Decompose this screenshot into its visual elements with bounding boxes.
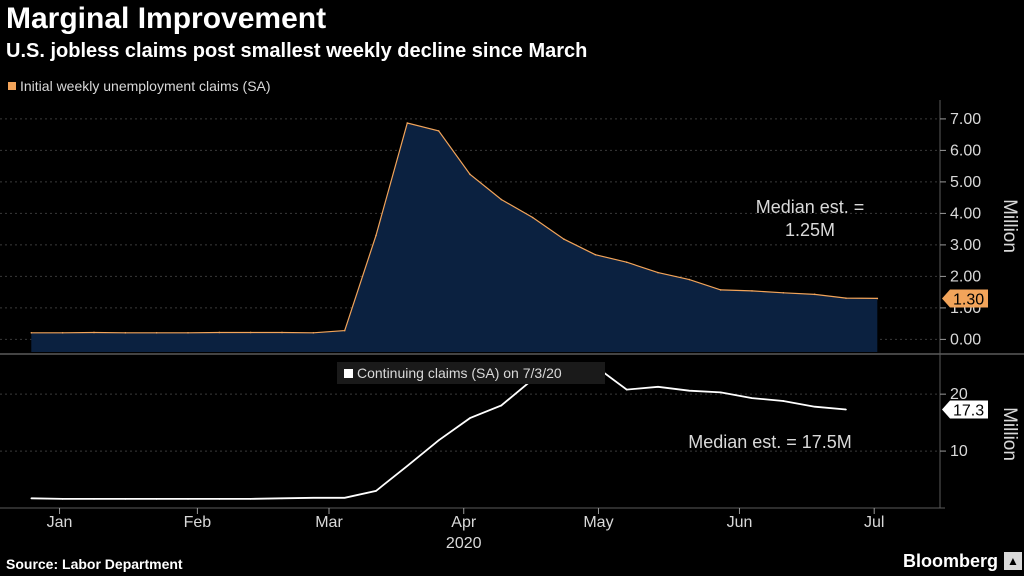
legend-label-initial: Initial weekly unemployment claims (SA) [20,78,271,94]
initial-claims-area [31,123,878,352]
data-point-0-8 [281,331,283,334]
y-tick-label-1-1: 20 [950,386,968,403]
y-tick-label-1-0: 10 [950,443,968,460]
data-point-1-10 [343,496,346,499]
data-point-1-5 [187,498,189,500]
data-point-1-3 [124,498,127,500]
data-point-1-9 [312,496,315,499]
annotation-continuing: Median est. = 17.5M [688,432,852,452]
data-point-0-22 [719,289,722,291]
data-point-1-12 [406,465,409,467]
data-point-0-14 [469,173,471,176]
data-point-1-25 [813,405,816,408]
data-point-1-15 [500,404,503,407]
last-value-label-1: 17.3 [953,403,984,420]
data-point-0-12 [406,122,409,124]
y-tick-label-0-0: 0.00 [950,331,981,348]
data-point-1-11 [375,490,377,492]
data-point-1-14 [469,417,471,419]
data-point-1-13 [437,439,440,442]
data-point-0-20 [657,271,659,274]
data-point-0-10 [343,329,346,332]
data-point-0-25 [813,293,816,296]
legend-initial-claims: Initial weekly unemployment claims (SA) [8,78,271,94]
data-point-0-23 [751,290,753,292]
chart-subtitle: U.S. jobless claims post smallest weekly… [6,40,588,62]
data-point-1-0 [30,497,33,500]
x-axis-year-label: 2020 [446,535,482,552]
data-point-1-19 [625,388,628,391]
data-point-1-26 [845,408,847,411]
data-point-0-5 [187,331,189,334]
data-point-0-6 [218,331,221,334]
data-point-0-11 [375,234,377,237]
data-point-0-15 [500,198,503,201]
annotation-initial-line2: 1.25M [785,220,835,240]
data-point-1-21 [688,389,691,392]
data-point-0-9 [312,331,315,334]
x-tick-label-may: May [583,514,613,531]
data-point-1-22 [719,391,722,394]
legend-swatch-initial [8,82,16,90]
data-point-0-19 [625,261,628,264]
data-point-0-3 [124,331,127,334]
x-tick-label-mar: Mar [315,514,343,531]
legend-continuing-box [337,362,605,384]
last-value-label-0: 1.30 [953,291,984,308]
y-tick-label-0-5: 5.00 [950,174,981,191]
chart-title: Marginal Improvement [6,2,327,35]
data-point-1-20 [657,385,659,388]
source-note: Source: Labor Department [6,556,183,572]
x-tick-label-feb: Feb [184,514,212,531]
data-point-0-13 [437,130,440,132]
x-tick-label-apr: Apr [451,514,477,531]
legend-swatch-continuing [344,369,353,378]
y-axis-title-0: Million [999,199,1020,253]
data-point-0-27 [876,297,879,300]
data-point-1-24 [782,400,785,402]
x-tick-label-jul: Jul [864,514,884,531]
x-tick-label-jun: Jun [727,514,753,531]
last-value-tag-1 [942,400,988,419]
data-point-0-21 [688,278,691,281]
y-tick-label-0-2: 2.00 [950,268,981,285]
data-point-0-2 [93,331,95,334]
data-point-0-17 [563,238,565,241]
brand-logo-text: Bloomberg [902,551,998,571]
data-point-0-7 [249,331,252,334]
data-point-1-2 [93,498,95,500]
y-tick-label-0-4: 4.00 [950,205,981,222]
data-point-0-1 [61,331,64,334]
x-tick-label-jan: Jan [47,514,73,531]
data-point-0-18 [594,253,597,256]
annotation-initial-line1: Median est. = [756,197,865,217]
data-point-0-26 [845,297,847,299]
data-point-1-6 [218,498,221,500]
data-point-1-23 [751,397,753,399]
y-tick-label-0-3: 3.00 [950,237,981,254]
last-value-tag-0 [942,289,988,308]
y-axis-title-1: Million [999,407,1020,461]
y-tick-label-0-6: 6.00 [950,142,981,159]
brand-mark-icon: ▲ [1004,552,1022,570]
y-tick-label-0-7: 7.00 [950,111,981,128]
data-point-1-4 [155,498,158,500]
initial-claims-line [31,122,878,334]
data-point-1-8 [281,497,283,500]
data-point-0-24 [782,291,785,294]
legend-label-continuing: Continuing claims (SA) on 7/3/20 [357,365,562,381]
data-point-0-16 [531,216,534,219]
data-point-0-0 [30,331,33,334]
data-point-0-4 [155,331,158,334]
data-point-1-1 [61,498,64,500]
data-point-1-7 [249,498,252,500]
